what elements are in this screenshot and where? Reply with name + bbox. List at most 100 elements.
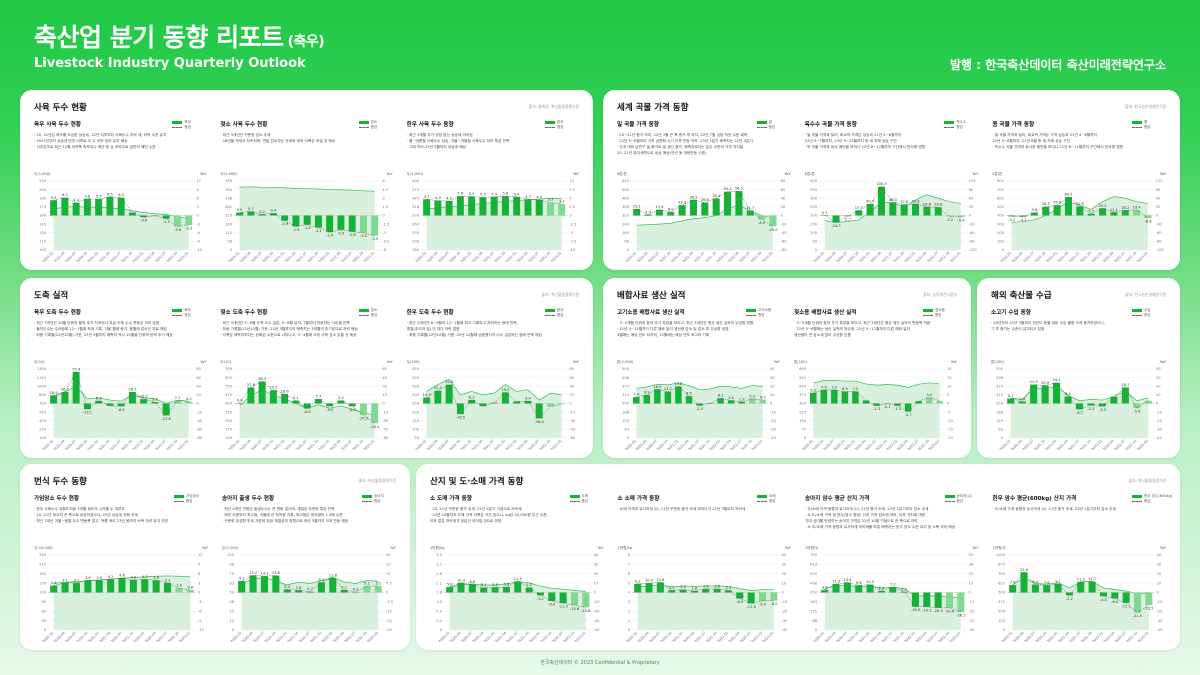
y-tick-right: -12 (198, 628, 204, 632)
y-tick-right: 60 (968, 196, 973, 200)
y-tick-right: -30 (968, 222, 975, 226)
y-tick-left: 438 (622, 376, 630, 380)
legend-entry: 증감 (1132, 499, 1151, 504)
level-line (1011, 196, 1149, 223)
x-tick-label: 2020.01 (228, 439, 241, 450)
note-line: · 20, 21년 비교적 큰 폭으로 상승하였으나, 22년 상승세 둔화 추… (34, 513, 138, 517)
yoy-bar (185, 401, 193, 404)
y-tick-left: 700 (810, 553, 818, 557)
chart-panel: 젖소 사육 두수 현황 젖소 증감 · 최근 3개년간 꾸준한 감소 추세 · 28년을… (220, 120, 392, 262)
bar-value-label: -34.4 (370, 425, 380, 429)
yoy-line (241, 575, 379, 593)
bar-line-chart: 100 115 130 145 160 175 190 205 220 -12 -9 -6 -3 0 3 6 9… (39, 179, 202, 262)
x-tick-label: 2021.04 (869, 631, 882, 642)
chart-panel: 가임암소 두수 현황 가임암소 증감 · 한우 사육두수 유행도처럼 3개월 정도의 … (34, 494, 208, 642)
x-tick-label: 2020.07 (822, 439, 835, 450)
y-tick-right: -5 (947, 410, 951, 414)
bar-value-label: 32.8 (445, 380, 454, 384)
bar-value-label: 29.8 (701, 198, 710, 202)
axis-unit-right: YoY (389, 546, 396, 550)
bar-value-label: 5.3 (51, 196, 57, 200)
panel-notes: · 최근 3개년 연평균 출생두수는 큰 변화 없으며, 계절성 뚜렷한 특징 … (222, 506, 396, 524)
panel-notes: · 최근 3개년간 20월 단위의 월적 추기 지속되나 특급 도축 수수 변동… (34, 320, 206, 338)
note-line: · 22년 10월까지 도매 가격 낙폭은 크지 않으나, kg당 20,000… (430, 513, 548, 517)
yoy-bar (524, 400, 532, 404)
x-tick-label: 2021.01 (87, 251, 100, 262)
y-tick-right: 25 (969, 572, 974, 576)
bar-value-label: 9.9 (1032, 208, 1038, 212)
note-line: · 28년을 하세서 지속되며, 연말 감소하는 추세와 대적 낙폭은 커질 것… (220, 139, 336, 143)
note-line: · 21년 5~6월에는 생산 실적의 저수위, 21년 4~12월까지 다른 … (794, 327, 910, 331)
yoy-bar (911, 203, 919, 216)
y-tick-right: 0 (1156, 591, 1159, 595)
y-tick-left: 150 (799, 419, 807, 423)
bar-value-label: 5.3 (526, 583, 532, 587)
bar-value-label: -3.1 (537, 597, 544, 601)
chart-area: 0 63 125 188 250 313 375 438 500 -40 -30 -20 -10 0 10 2… (617, 366, 780, 450)
x-tick-label: 2021.07 (687, 439, 700, 450)
bar-value-label: 4.3 (186, 397, 192, 401)
bar-value-label: 7.1 (175, 396, 181, 400)
card-source: 출처: 축산물품질평가원 (541, 292, 579, 297)
x-tick-label: 2022.07 (551, 631, 564, 642)
x-tick-label: 2021.10 (1079, 439, 1092, 450)
panel-notes: · 20~21년 증가 하지, 22년 3월 큰 폭 증가 후 하지, 22년 … (617, 132, 791, 156)
chart-panel: 소 도매 가격 동향 도매 증감 · 20, 21년 꾸준한 증가 추세, 21년 4… (430, 494, 604, 642)
yoy-bar (559, 592, 567, 604)
axis-unit-left: 톤(100) (794, 360, 807, 364)
x-tick-label: 2022.01 (1091, 251, 1104, 262)
y-tick-left: 300 (997, 222, 1005, 226)
card-5: 해외 축산물 수급 출처: 한국농촌경제연구원 소고기 수입 동향 수입 증감 · 20년… (977, 278, 1180, 458)
y-tick-left: 345 (412, 196, 419, 200)
y-tick-left: 2 (627, 609, 629, 613)
bar-value-label: 26.7 (128, 387, 136, 391)
x-tick-label: 2022.04 (332, 631, 345, 642)
y-tick-left: 200 (997, 231, 1005, 235)
chart-legend: 한우 증감 (544, 308, 579, 320)
yoy-line (426, 195, 562, 205)
x-tick-label: 2021.10 (1080, 631, 1093, 642)
y-tick-right: -1.5 (383, 222, 390, 226)
bar-value-label: 10.3 (422, 393, 430, 397)
y-tick-left: 550 (39, 410, 47, 414)
chart-legend: 옥수수 증감 (944, 120, 978, 132)
y-tick-right: -20 (196, 410, 203, 414)
yoy-bar (1121, 387, 1129, 404)
axis-unit-left: 두(10,000) (34, 546, 53, 550)
y-tick-left: 290 (412, 214, 420, 218)
chart-legend: 콩 증감 (1131, 120, 1166, 132)
y-tick-right: 20 (594, 572, 599, 576)
yoy-bar (186, 590, 194, 593)
y-tick-right: -4.5 (383, 240, 390, 244)
yoy-bar (118, 578, 126, 593)
x-tick-label: 2020.04 (636, 251, 649, 262)
x-tick-label: 2020.10 (656, 439, 669, 450)
y-tick-left: 313 (622, 393, 629, 397)
y-tick-left: 0 (627, 248, 630, 252)
x-tick-label: 2021.04 (854, 439, 867, 450)
yoy-bar (95, 400, 103, 404)
bar-value-label: 3.9 (96, 576, 102, 580)
bar-value-label: -20.3 (359, 417, 368, 421)
x-tick-label: 2020.01 (230, 631, 243, 642)
bar-value-label: 6.3 (96, 396, 102, 400)
axis-unit-right: YoY (1159, 172, 1166, 176)
y-tick-left: 640 (622, 179, 630, 183)
x-tick-label: 2021.07 (110, 631, 123, 642)
yoy-bar (151, 402, 159, 404)
y-tick-right: -120 (968, 248, 977, 252)
y-tick-left: 500 (997, 205, 1005, 209)
yoy-bar (1144, 400, 1152, 404)
axis-unit-left: 두(100) (406, 360, 420, 364)
card-source: 출처: 축산물품질평가원 (358, 478, 396, 483)
yoy-bar (140, 215, 148, 218)
bar-value-label: -5.4 (1133, 410, 1141, 414)
x-tick-label: 2022.01 (903, 631, 916, 642)
x-tick-label: 2020.04 (1010, 439, 1023, 450)
chart-panel: 한우 도축 두수 현황 한우 증감 · 최근 3개년간 6~9월과 12~1월에 최고… (407, 308, 579, 450)
legend-entry: 증감 (544, 125, 564, 130)
bar-value-label: 3.8 (714, 584, 720, 588)
yoy-bar (173, 400, 181, 404)
y-tick-right: -60 (569, 436, 576, 440)
yoy-bar (83, 403, 91, 410)
